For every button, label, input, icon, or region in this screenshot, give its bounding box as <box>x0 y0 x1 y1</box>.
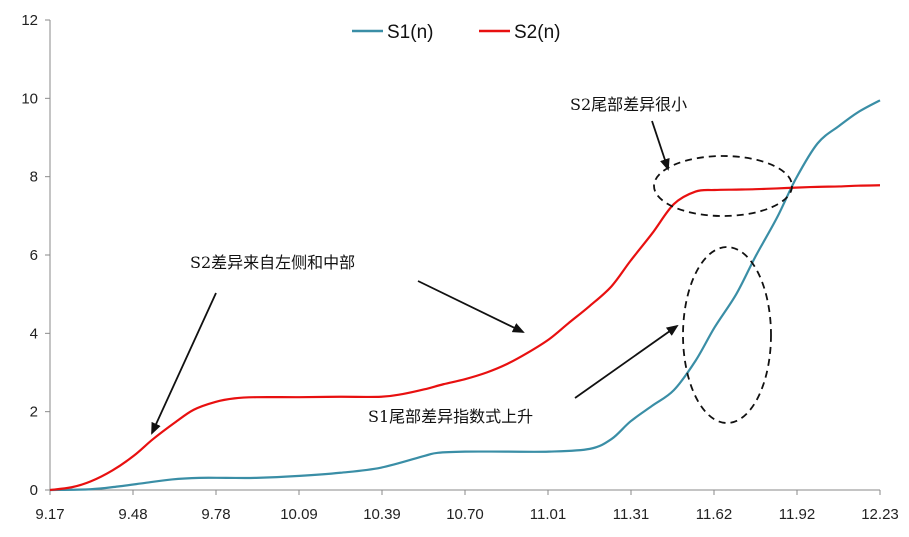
series-line-s2 <box>49 184 881 492</box>
arrow-s2-tail <box>651 120 670 171</box>
legend: S1(n) S2(n) <box>352 22 560 43</box>
annotation-s2-left-middle: S2差异来自左侧和中部 <box>190 253 355 272</box>
x-tick-label: 11.31 <box>613 506 649 523</box>
x-tick-label: 9.48 <box>118 506 147 523</box>
x-tick-label: 10.39 <box>363 506 401 523</box>
arrow-s2-left <box>151 292 217 435</box>
x-tick-label: 9.78 <box>201 506 230 523</box>
s2-tail-ellipse <box>653 155 793 217</box>
y-tick-label: 4 <box>30 325 38 342</box>
x-axis-ticks: 9.17 9.48 9.78 10.09 10.39 10.70 11.01 11.31 11.… <box>35 490 899 523</box>
series-line-s1 <box>49 99 881 492</box>
y-tick-label: 12 <box>21 12 38 29</box>
x-tick-label: 9.17 <box>35 506 64 523</box>
y-tick-label: 0 <box>30 482 38 499</box>
y-tick-label: 2 <box>30 404 38 421</box>
annotation-s1-tail: S1尾部差异指数式上升 <box>368 407 533 426</box>
x-tick-label: 11.62 <box>696 506 732 523</box>
x-tick-label: 11.92 <box>779 506 815 523</box>
y-tick-label: 8 <box>30 169 38 186</box>
y-tick-label: 10 <box>21 90 38 107</box>
x-tick-label: 10.09 <box>280 506 318 523</box>
arrow-s1-tail <box>574 324 679 399</box>
x-tick-label: 12.23 <box>861 506 899 523</box>
y-axis-ticks: 0 2 4 6 8 10 12 <box>21 12 50 499</box>
arrow-s2-middle <box>417 280 525 333</box>
s1-tail-ellipse <box>682 246 772 424</box>
legend-label-s2: S2(n) <box>514 22 560 43</box>
x-tick-label: 10.70 <box>446 506 484 523</box>
y-tick-label: 6 <box>30 247 38 264</box>
legend-label-s1: S1(n) <box>387 22 433 43</box>
x-tick-label: 11.01 <box>530 506 566 523</box>
annotation-s2-tail: S2尾部差异很小 <box>570 95 687 114</box>
series-layer <box>49 99 881 492</box>
